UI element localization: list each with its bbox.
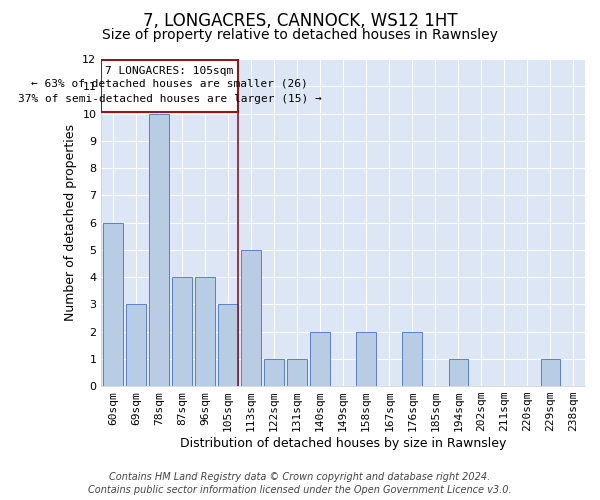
Y-axis label: Number of detached properties: Number of detached properties: [64, 124, 77, 321]
Bar: [103, 222, 122, 386]
Text: Size of property relative to detached houses in Rawnsley: Size of property relative to detached ho…: [102, 28, 498, 42]
Text: 37% of semi-detached houses are larger (15) →: 37% of semi-detached houses are larger (…: [17, 94, 322, 104]
Text: Contains HM Land Registry data © Crown copyright and database right 2024.
Contai: Contains HM Land Registry data © Crown c…: [88, 472, 512, 495]
Bar: [264, 359, 284, 386]
Text: ← 63% of detached houses are smaller (26): ← 63% of detached houses are smaller (26…: [31, 78, 308, 88]
Bar: [287, 359, 307, 386]
X-axis label: Distribution of detached houses by size in Rawnsley: Distribution of detached houses by size …: [180, 437, 506, 450]
Bar: [218, 304, 238, 386]
Text: 7, LONGACRES, CANNOCK, WS12 1HT: 7, LONGACRES, CANNOCK, WS12 1HT: [143, 12, 457, 30]
Text: 7 LONGACRES: 105sqm: 7 LONGACRES: 105sqm: [106, 66, 233, 76]
Bar: [195, 277, 215, 386]
Bar: [101, 60, 238, 112]
Bar: [149, 114, 169, 386]
Bar: [403, 332, 422, 386]
Bar: [241, 250, 261, 386]
Bar: [356, 332, 376, 386]
Bar: [310, 332, 330, 386]
Bar: [449, 359, 468, 386]
Bar: [126, 304, 146, 386]
Bar: [172, 277, 191, 386]
Bar: [541, 359, 560, 386]
